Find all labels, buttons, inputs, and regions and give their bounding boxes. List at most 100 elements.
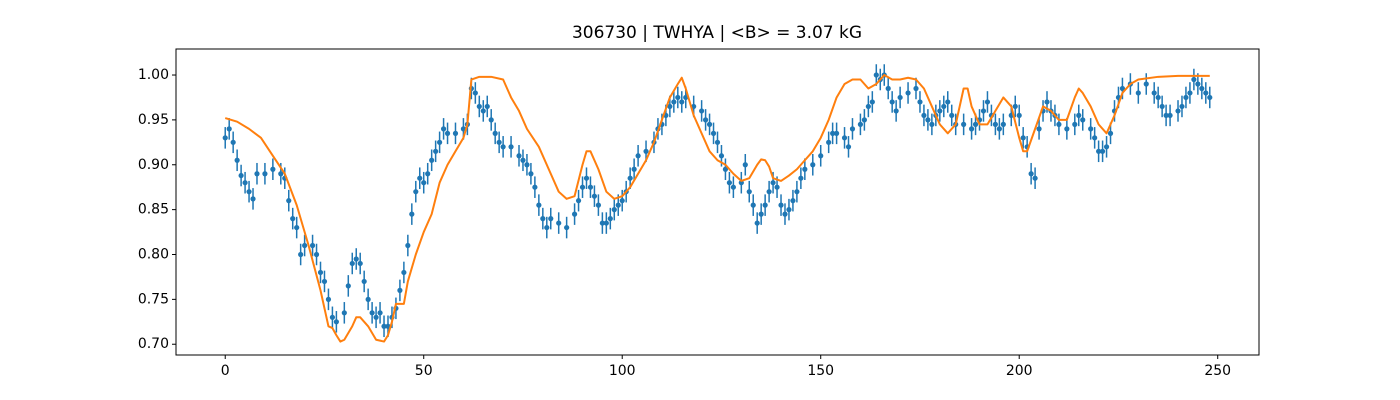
data-point xyxy=(830,130,836,136)
data-point xyxy=(425,171,431,177)
data-point xyxy=(484,103,490,110)
data-point xyxy=(1183,94,1189,101)
data-point xyxy=(913,85,919,92)
data-point xyxy=(770,180,776,186)
data-point xyxy=(587,184,594,190)
data-point xyxy=(532,184,538,190)
data-point xyxy=(452,130,459,136)
data-point xyxy=(599,220,605,226)
data-point xyxy=(254,171,260,177)
data-point xyxy=(603,220,609,226)
data-point xyxy=(1096,148,1102,154)
data-point xyxy=(440,126,447,132)
data-point xyxy=(865,103,871,110)
data-point xyxy=(575,198,582,204)
data-point xyxy=(972,121,979,127)
data-point xyxy=(917,99,923,105)
data-point xyxy=(238,172,244,179)
data-point xyxy=(762,202,768,208)
data-point xyxy=(643,148,649,154)
data-point xyxy=(1207,94,1213,101)
data-point xyxy=(1191,76,1197,83)
data-point xyxy=(516,153,522,159)
data-point xyxy=(921,112,927,119)
data-point xyxy=(1143,81,1149,87)
data-point xyxy=(496,139,502,145)
data-point xyxy=(897,94,903,101)
axes-frame xyxy=(175,48,1260,356)
y-tick-label: 0.90 xyxy=(138,157,169,173)
data-point xyxy=(353,256,359,262)
data-point xyxy=(794,189,800,195)
data-point xyxy=(377,310,383,316)
data-point xyxy=(790,198,796,204)
y-tick-label: 0.85 xyxy=(138,202,169,218)
data-point xyxy=(1000,121,1006,127)
data-point xyxy=(369,310,375,316)
data-point xyxy=(1199,85,1205,92)
data-point xyxy=(893,108,899,114)
data-point xyxy=(421,180,427,186)
data-point xyxy=(849,126,856,132)
data-point xyxy=(675,94,681,101)
data-point xyxy=(564,224,570,231)
data-point xyxy=(325,296,332,302)
data-point xyxy=(409,211,415,217)
data-point xyxy=(250,196,256,202)
data-point xyxy=(520,157,526,163)
data-point xyxy=(619,198,625,204)
data-point xyxy=(1076,112,1082,119)
x-tick-label: 200 xyxy=(1006,363,1033,379)
data-point xyxy=(437,139,443,145)
data-point xyxy=(774,184,780,190)
data-point xyxy=(742,162,748,168)
data-point xyxy=(1072,121,1078,127)
data-point xyxy=(1016,112,1022,119)
data-point xyxy=(754,220,760,226)
data-point xyxy=(699,108,705,114)
data-point xyxy=(571,211,578,217)
data-point xyxy=(540,216,546,222)
data-point xyxy=(373,314,379,320)
data-point xyxy=(234,157,240,163)
data-point xyxy=(786,207,792,213)
data-point xyxy=(321,278,328,285)
data-point xyxy=(341,310,347,316)
data-point xyxy=(329,314,336,320)
data-point xyxy=(1103,144,1110,150)
data-point xyxy=(397,287,403,293)
data-point xyxy=(766,189,772,195)
data-point xyxy=(945,99,951,105)
data-point xyxy=(627,175,633,181)
data-point xyxy=(996,126,1002,132)
data-point xyxy=(845,144,852,150)
data-point xyxy=(317,269,324,276)
data-point xyxy=(746,189,752,195)
data-point xyxy=(635,153,641,159)
data-point xyxy=(246,189,252,195)
data-point xyxy=(1151,90,1157,96)
data-point xyxy=(905,90,911,96)
data-point xyxy=(961,121,967,127)
data-point xyxy=(1088,126,1094,132)
x-tick-label: 250 xyxy=(1204,363,1231,379)
data-point xyxy=(925,117,931,123)
data-point xyxy=(500,144,506,150)
data-point xyxy=(365,296,371,302)
data-point xyxy=(1167,112,1173,119)
data-point xyxy=(429,157,435,163)
data-point xyxy=(1092,135,1098,141)
data-point xyxy=(524,162,530,168)
data-point xyxy=(230,139,236,145)
data-point xyxy=(730,184,736,190)
data-point xyxy=(1020,135,1026,141)
data-point xyxy=(286,198,292,204)
data-point xyxy=(937,108,943,114)
data-point xyxy=(718,153,725,159)
data-point xyxy=(361,278,367,285)
data-point xyxy=(726,180,733,186)
data-point xyxy=(591,193,598,199)
y-tick-label: 0.70 xyxy=(138,336,169,352)
